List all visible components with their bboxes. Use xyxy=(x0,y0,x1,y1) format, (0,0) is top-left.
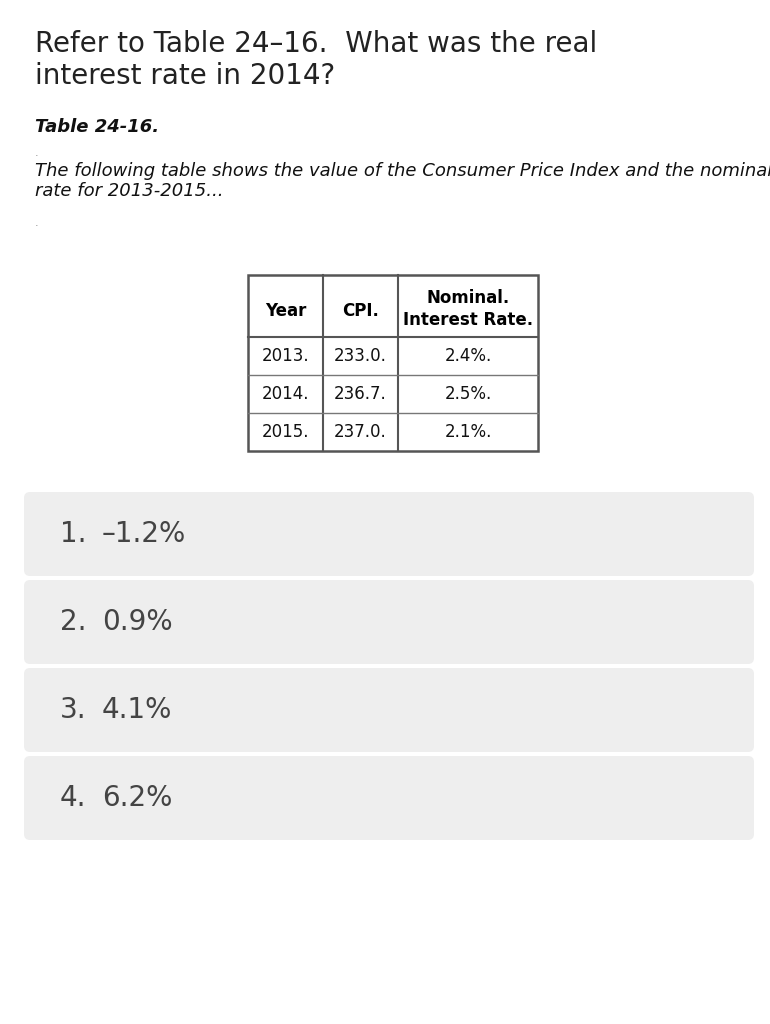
Text: Interest Rate.: Interest Rate. xyxy=(403,311,533,329)
Text: 4.1%: 4.1% xyxy=(102,696,172,724)
Text: 2.: 2. xyxy=(60,608,86,636)
Text: Table 24-16.: Table 24-16. xyxy=(35,118,159,136)
Text: 233.0.: 233.0. xyxy=(334,347,387,365)
FancyBboxPatch shape xyxy=(24,492,754,575)
Text: 4.: 4. xyxy=(60,784,86,812)
Text: –1.2%: –1.2% xyxy=(102,520,186,548)
Text: 237.0.: 237.0. xyxy=(334,423,387,441)
Text: 3.: 3. xyxy=(60,696,86,724)
Text: .: . xyxy=(35,148,38,158)
Text: rate for 2013-2015...: rate for 2013-2015... xyxy=(35,182,223,200)
FancyBboxPatch shape xyxy=(24,580,754,664)
Text: Refer to Table 24–16.  What was the real: Refer to Table 24–16. What was the real xyxy=(35,30,598,58)
FancyBboxPatch shape xyxy=(24,668,754,752)
Text: The following table shows the value of the Consumer Price Index and the nominal : The following table shows the value of t… xyxy=(35,162,770,180)
Text: 2013.: 2013. xyxy=(262,347,310,365)
Text: Year: Year xyxy=(265,302,306,319)
Text: 2.4%.: 2.4%. xyxy=(444,347,491,365)
Text: 236.7.: 236.7. xyxy=(334,385,387,403)
FancyBboxPatch shape xyxy=(24,756,754,840)
Text: CPI.: CPI. xyxy=(342,302,379,319)
Text: 6.2%: 6.2% xyxy=(102,784,172,812)
Bar xyxy=(248,275,538,451)
Text: .: . xyxy=(35,218,38,228)
Text: 2015.: 2015. xyxy=(262,423,310,441)
Text: interest rate in 2014?: interest rate in 2014? xyxy=(35,62,335,90)
Text: 1.: 1. xyxy=(60,520,86,548)
Text: 2.1%.: 2.1%. xyxy=(444,423,492,441)
Text: 2.5%.: 2.5%. xyxy=(444,385,491,403)
Text: 2014.: 2014. xyxy=(262,385,310,403)
Text: 0.9%: 0.9% xyxy=(102,608,172,636)
Text: Nominal.: Nominal. xyxy=(427,289,510,307)
